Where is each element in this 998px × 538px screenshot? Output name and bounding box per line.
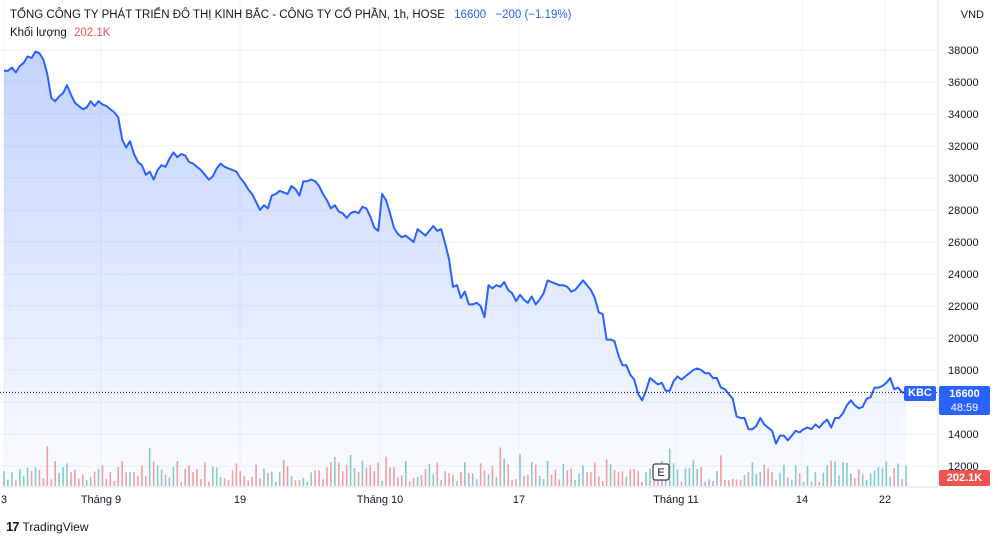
y-tick-label: 24000	[948, 269, 979, 281]
earnings-event-marker[interactable]: E	[652, 463, 670, 481]
y-tick-label: 20000	[948, 333, 979, 345]
volume-label: Khối lượng	[10, 27, 67, 39]
x-tick-label: 22	[879, 494, 891, 506]
y-tick-label: 30000	[948, 173, 979, 185]
price-axis[interactable]: 1200014000160001800020000220002400026000…	[948, 45, 979, 473]
last-price-value: 16600	[454, 9, 487, 21]
last-price-tag-value: 16600	[949, 388, 980, 400]
price-change: −200 (−1.19%)	[495, 9, 572, 21]
price-line	[4, 50, 906, 445]
branding-label: TradingView	[22, 519, 89, 534]
volume-tag: 202.1K	[939, 470, 990, 486]
y-tick-label: 18000	[948, 365, 979, 377]
y-tick-label: 38000	[948, 45, 979, 57]
ticker-tag: KBC	[904, 386, 936, 401]
tradingview-logo-icon: 17	[6, 519, 20, 534]
bar-countdown: 48:59	[950, 402, 979, 414]
x-tick-label: 17	[513, 494, 525, 506]
y-tick-label: 36000	[948, 77, 979, 89]
x-tick-label: Tháng 9	[81, 494, 121, 506]
last-price-tag: 16600 48:59	[939, 386, 990, 415]
time-axis[interactable]: 3 Tháng 9 19 Tháng 10 17 Tháng 11 14 22	[1, 494, 891, 506]
x-tick-label: 19	[234, 494, 246, 506]
y-tick-label: 22000	[948, 301, 979, 313]
y-tick-label: 28000	[948, 205, 979, 217]
y-tick-label: 34000	[948, 109, 979, 121]
x-tick-label: Tháng 11	[653, 494, 699, 506]
symbol-title: TỔNG CÔNG TY PHÁT TRIỂN ĐÔ THỊ KINH BẮC …	[10, 9, 445, 21]
x-tick-label: 14	[796, 494, 808, 506]
y-tick-label: 14000	[948, 429, 979, 441]
currency-label: VND	[960, 9, 984, 21]
volume-value: 202.1K	[74, 27, 111, 39]
y-tick-label: 32000	[948, 141, 979, 153]
legend-main[interactable]: TỔNG CÔNG TY PHÁT TRIỂN ĐÔ THỊ KINH BẮC …	[10, 9, 571, 21]
legend-volume[interactable]: Khối lượng 202.1K	[10, 27, 110, 39]
y-tick-label: 26000	[948, 237, 979, 249]
earnings-event-label: E	[657, 467, 664, 479]
x-tick-label: Tháng 10	[357, 494, 403, 506]
tradingview-branding[interactable]: 17 TradingView	[6, 519, 89, 534]
x-tick-label: 3	[1, 494, 7, 506]
price-area-fill	[4, 51, 906, 487]
